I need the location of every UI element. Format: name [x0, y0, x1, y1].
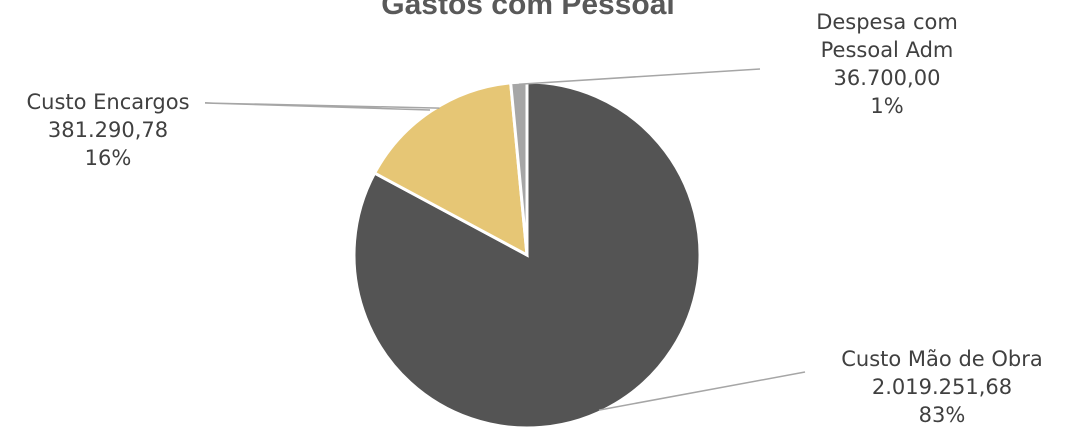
label-line: 16% — [85, 146, 132, 170]
leader-line — [204, 102, 440, 111]
label-line: Despesa com — [816, 10, 958, 34]
label-custo-encargos: Custo Encargos 381.290,78 16% — [26, 90, 189, 170]
data-labels: Custo Mão de Obra 2.019.251,68 83% Custo En… — [26, 10, 1042, 427]
label-despesa-pessoal-adm: Despesa com Pessoal Adm 36.700,00 1% — [816, 10, 958, 118]
label-custo-mao-de-obra: Custo Mão de Obra 2.019.251,68 83% — [841, 347, 1042, 427]
pie-slices — [352, 80, 702, 430]
label-line: Custo Encargos — [26, 90, 189, 114]
chart-title: Gastos com Pessoal — [381, 0, 674, 21]
label-line: Pessoal Adm — [821, 38, 954, 62]
label-line: 83% — [919, 403, 966, 427]
slice-despesa-pessoal-adm — [509, 80, 529, 256]
label-line: 36.700,00 — [834, 66, 941, 90]
leader-line — [598, 371, 806, 411]
label-line: Custo Mão de Obra — [841, 347, 1042, 371]
label-line: 2.019.251,68 — [872, 375, 1012, 399]
label-line: 381.290,78 — [48, 118, 168, 142]
label-line: 1% — [870, 94, 903, 118]
leader-line — [518, 68, 761, 85]
slice-custo-encargos — [372, 81, 529, 258]
